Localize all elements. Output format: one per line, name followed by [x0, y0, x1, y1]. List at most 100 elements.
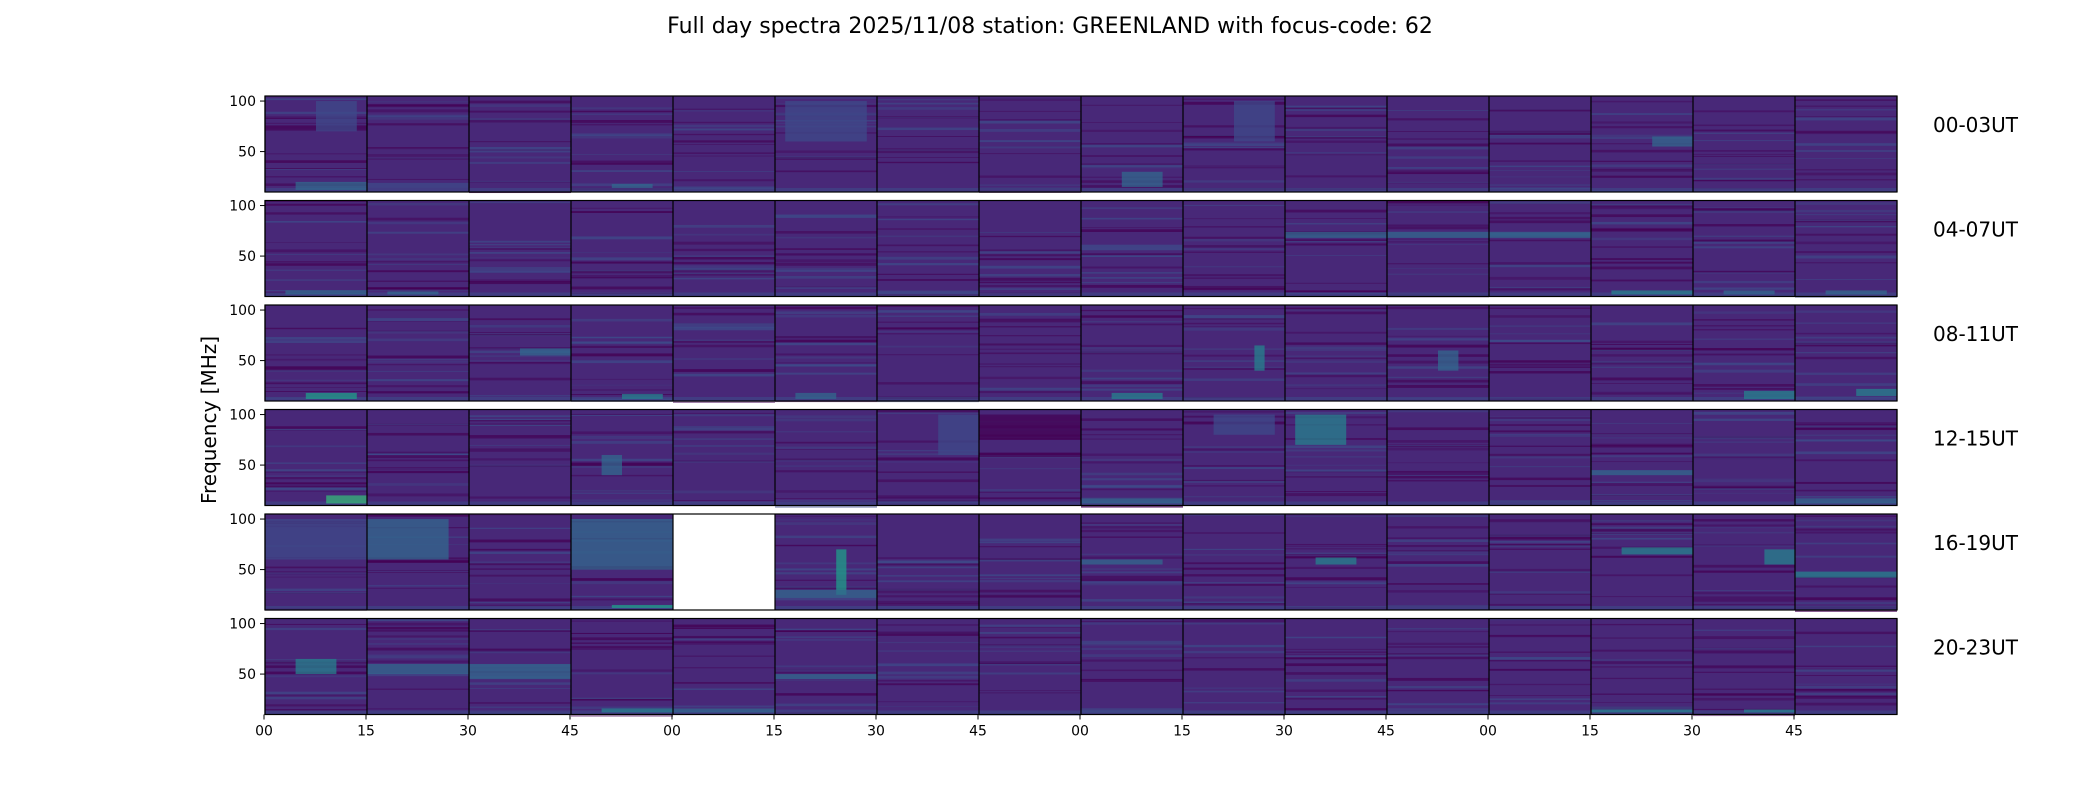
spectrum-band [1489, 651, 1591, 653]
spectrum-band [1285, 152, 1387, 154]
spectra-row-04-07UT: 100 50 04-07UT [229, 199, 2019, 298]
spectrum-band [877, 331, 979, 333]
spectrum-noise-floor [469, 605, 571, 610]
spectrum-band [1693, 604, 1795, 606]
spectrum-band [1081, 164, 1183, 167]
spectrum-band [1795, 528, 1897, 531]
spectrum-band [775, 430, 877, 433]
spectrum-noise-floor [1183, 605, 1285, 610]
spectrum-band [571, 437, 673, 439]
spectrum-band [265, 573, 367, 575]
spectrum-band [979, 280, 1081, 282]
spectrum-band [469, 527, 571, 530]
spectrum-band [1693, 492, 1795, 494]
spectrum-band [1285, 218, 1387, 219]
spectrum-band [469, 574, 571, 577]
spectrum-band [1387, 561, 1489, 564]
spectrum-band [367, 338, 469, 342]
spectrum-band [1795, 143, 1897, 146]
spectrum-band [265, 592, 367, 594]
spectrum-band [265, 487, 367, 490]
spectrum-band [1285, 566, 1387, 569]
spectrum-band [367, 115, 469, 118]
spectrum-band [1387, 545, 1489, 547]
spectrum-band [469, 362, 571, 363]
spectrum-band [1795, 226, 1897, 228]
spectrum-band [1183, 218, 1285, 220]
spectrum-feature [367, 182, 469, 188]
spectrum-band [1081, 621, 1183, 623]
spectrum-band [1489, 184, 1591, 186]
spectrum-noise-floor [1489, 187, 1591, 192]
spectrum-band [1081, 578, 1183, 582]
spectrum-panel-background [979, 618, 1081, 715]
spectrum-band [367, 451, 469, 454]
spectrum-band [1795, 675, 1897, 676]
spectrum-band [469, 418, 571, 421]
row-frame [264, 199, 1898, 298]
spectrum-band [1081, 321, 1183, 323]
spectrum-band [1387, 211, 1489, 214]
spectrum-band [571, 123, 673, 126]
spectrum-band [979, 312, 1081, 316]
spectrum-feature [601, 454, 622, 476]
spectrum-band [1387, 226, 1489, 230]
y-tick-label: 50 [238, 249, 256, 265]
spectrum-band [265, 176, 367, 178]
spectrum-band [1795, 214, 1897, 216]
spectrum-band [265, 261, 367, 263]
spectrum-band [1591, 483, 1693, 487]
spectrum-band [1693, 311, 1795, 314]
spectrum-band [1183, 567, 1285, 570]
spectrum-band [1693, 235, 1795, 237]
spectrum-band [1489, 315, 1591, 318]
spectrum-band [1387, 553, 1489, 556]
spectrum-band [673, 413, 775, 417]
spectrum-band [1285, 464, 1387, 466]
spectrum-band [367, 101, 469, 103]
spectrum-band [775, 597, 877, 601]
spectrum-band [1387, 646, 1489, 648]
spectrum-band [1285, 346, 1387, 349]
spectrum-band [1081, 165, 1183, 169]
spectrum-panel-background [1387, 409, 1489, 506]
row-frame [264, 304, 1898, 402]
spectrum-band [1387, 118, 1489, 121]
spectrum-band [367, 654, 469, 657]
spectrum-band [1489, 500, 1591, 503]
spectrum-band [367, 459, 469, 462]
spectrum-band [1183, 314, 1285, 318]
spectrum-band [1693, 411, 1795, 415]
spectrum-band [1387, 427, 1489, 431]
spectrum-band [469, 496, 571, 499]
spectrum-band [673, 323, 775, 327]
spectrum-band [775, 97, 877, 99]
spectrum-band [1183, 366, 1285, 369]
spectrum-band [469, 514, 571, 516]
spectrum-band [775, 342, 877, 346]
spectrum-band [673, 261, 775, 265]
spectrum-band [1285, 412, 1387, 414]
spectrum-band [1795, 158, 1897, 159]
spectrum-panel-background [1489, 618, 1591, 715]
spectrum-band [1795, 219, 1897, 222]
spectrum-band [1081, 143, 1183, 144]
spectrum-band [571, 133, 673, 136]
spectrum-band [1183, 316, 1285, 320]
spectrum-band [1183, 411, 1285, 413]
spectrum-band [265, 370, 367, 372]
spectrum-band [775, 362, 877, 364]
spectrum-band [469, 448, 571, 450]
spectrum-band [1591, 494, 1693, 497]
spectrum-band [367, 622, 469, 626]
spectrum-band [1489, 130, 1591, 133]
spectrum-band [1795, 342, 1897, 345]
spectrum-band [265, 367, 367, 371]
spectrum-band [367, 147, 469, 149]
spectrum-band [1081, 350, 1183, 354]
spectrum-band [1489, 466, 1591, 468]
spectra-row-16-19UT: 100 50 16-19UT [229, 512, 2019, 612]
spectrum-band [673, 171, 775, 172]
spectrum-band [1081, 583, 1183, 586]
spectrum-band [571, 492, 673, 494]
